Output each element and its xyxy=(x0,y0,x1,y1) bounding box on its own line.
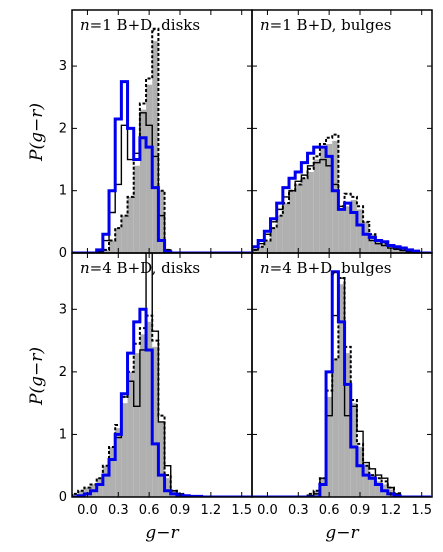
filled-bar xyxy=(152,346,159,497)
filled-bar xyxy=(338,209,345,253)
filled-bar xyxy=(146,84,153,253)
x-tick-label: 0.9 xyxy=(170,503,191,518)
histogram-panel: 0.0 0.3 0.6 0.9 1.2 1.5 0 1 2 3 n=4 B+D, disks xyxy=(59,252,253,518)
filled-bar xyxy=(363,465,370,497)
filled-bar xyxy=(319,147,327,253)
filled-bar xyxy=(264,240,271,253)
filled-bar xyxy=(326,143,333,253)
filled-bar xyxy=(369,475,376,497)
x-tick-label: 1.5 xyxy=(411,503,432,518)
y-tick-label: 2 xyxy=(59,121,67,136)
y-tick-label: 2 xyxy=(59,365,67,380)
filled-bar xyxy=(102,465,110,497)
filled-bar xyxy=(375,240,382,253)
filled-bar xyxy=(164,478,171,497)
filled-bar xyxy=(356,209,364,253)
filled-bar xyxy=(301,178,308,253)
x-axis-label-left: g−r xyxy=(145,523,179,543)
y-tick-label: 1 xyxy=(59,427,67,442)
filled-bar xyxy=(326,396,333,497)
filled-bar xyxy=(270,228,277,253)
filled-bar xyxy=(139,334,147,497)
filled-bar xyxy=(133,353,140,497)
filled-bar xyxy=(78,490,85,497)
blue-histogram-line xyxy=(72,80,251,253)
filled-bar xyxy=(375,481,382,497)
x-tick-label: 0.6 xyxy=(319,503,340,518)
x-tick-label: 0.3 xyxy=(288,503,309,518)
filled-bar xyxy=(289,190,296,253)
filled-bar xyxy=(307,172,314,253)
filled-bar xyxy=(127,196,134,253)
filled-bar xyxy=(121,215,128,253)
filled-bar xyxy=(332,140,339,253)
x-tick-label: 0.3 xyxy=(108,503,129,518)
filled-bar xyxy=(350,403,357,497)
y-axis-label-bottom: P(g−r) xyxy=(27,347,47,406)
filled-bar xyxy=(252,249,259,253)
filled-bar xyxy=(295,184,302,253)
filled-bar xyxy=(319,478,327,497)
y-tick-label: 3 xyxy=(59,302,67,317)
panel-frame xyxy=(251,252,433,498)
panel-title: n=1 B+D, bulges xyxy=(260,16,391,34)
filled-bar xyxy=(313,159,320,253)
filled-bar xyxy=(133,165,140,253)
filled-bar xyxy=(258,246,265,253)
panel-title: n=4 B+D, disks xyxy=(80,259,200,277)
filled-bar xyxy=(356,446,364,497)
filled-bar xyxy=(121,403,128,497)
filled-bar xyxy=(139,109,147,253)
filled-bar xyxy=(127,371,134,497)
panel-title: n=4 B+D, bulges xyxy=(260,259,391,277)
y-tick-label: 1 xyxy=(59,184,67,199)
x-tick-label: 1.2 xyxy=(201,503,222,518)
filled-bar xyxy=(332,359,339,497)
y-tick-label: 0 xyxy=(59,490,67,505)
blue-histogram-line xyxy=(252,145,431,253)
filled-bar xyxy=(338,284,345,497)
x-axis-label-right: g−r xyxy=(325,523,359,543)
filled-bar xyxy=(350,200,357,253)
filled-bar xyxy=(72,493,79,497)
filled-bar xyxy=(146,321,153,497)
x-tick-label: 1.2 xyxy=(381,503,402,518)
histogram-panel: n=1 B+D, bulges xyxy=(251,9,433,254)
filled-bar xyxy=(363,221,370,253)
x-tick-label: 0.9 xyxy=(350,503,371,518)
black-histogram-line xyxy=(252,277,431,497)
filled-bar xyxy=(344,353,351,497)
filled-bar xyxy=(369,234,376,253)
filled-bar xyxy=(393,248,401,253)
filled-bar xyxy=(115,428,122,497)
filled-bar xyxy=(96,478,103,497)
x-tick-label: 1.5 xyxy=(231,503,252,518)
filled-bar xyxy=(344,206,351,253)
x-tick-label: 0.6 xyxy=(139,503,160,518)
histogram-panel: 0.0 0.3 0.6 0.9 1.2 1.5 n=4 B+D, bulges xyxy=(251,252,433,518)
filled-bar xyxy=(115,228,122,253)
filled-bar xyxy=(381,243,388,253)
filled-bar xyxy=(102,249,110,253)
filled-bar xyxy=(152,41,159,253)
histogram-panel: 0 1 2 3 n=1 B+D, disks xyxy=(59,9,253,261)
filled-bar xyxy=(276,215,283,253)
filled-bar xyxy=(158,190,165,253)
filled-bar xyxy=(158,421,165,497)
x-tick-label: 0.0 xyxy=(77,503,98,518)
filled-bar xyxy=(109,240,116,253)
y-tick-label: 0 xyxy=(59,246,67,261)
y-axis-label-top: P(g−r) xyxy=(27,103,47,162)
panel-title: n=1 B+D, disks xyxy=(80,16,200,34)
blue-histogram-line xyxy=(252,270,431,497)
x-tick-label: 0.0 xyxy=(257,503,278,518)
y-tick-label: 3 xyxy=(59,59,67,74)
filled-bar xyxy=(109,446,116,497)
filled-bar xyxy=(282,203,290,253)
